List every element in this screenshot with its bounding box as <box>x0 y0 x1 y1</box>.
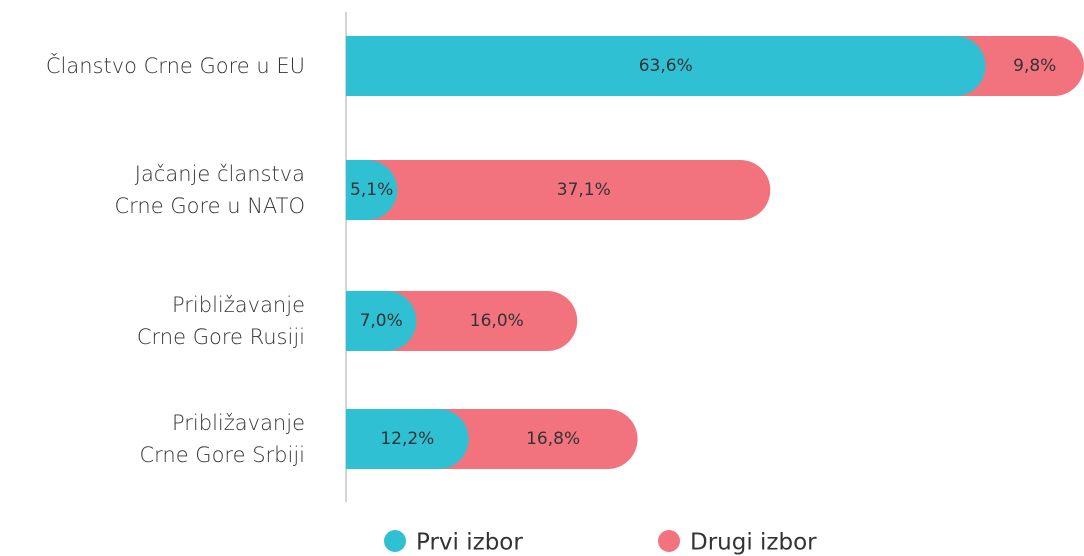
category-label: Približavanje Crne Gore Rusiji <box>136 293 305 349</box>
legend-label: Prvi izbor <box>416 530 523 556</box>
bar-segment <box>346 409 469 469</box>
bar-segment <box>346 291 417 351</box>
legend-marker <box>384 530 406 552</box>
bar-segment <box>955 36 1084 96</box>
bar-segment <box>346 36 986 97</box>
category-label: Članstvo Crne Gore u EU <box>45 54 305 78</box>
category-label: Približavanje Crne Gore Srbiji <box>139 411 305 467</box>
bar-segment <box>346 160 398 220</box>
value-label: 5,1% <box>350 180 393 200</box>
value-label: 9,8% <box>1013 56 1056 76</box>
value-label: 63,6% <box>639 56 693 76</box>
value-label: 12,2% <box>380 429 434 449</box>
bar-segment <box>386 291 578 351</box>
value-label: 37,1% <box>557 180 611 200</box>
bar-segment <box>367 160 771 220</box>
category-label: Jačanje članstva Crne Gore u NATO <box>114 162 305 218</box>
value-label: 7,0% <box>360 311 403 331</box>
value-label: 16,0% <box>470 311 524 331</box>
legend-label: Drugi izbor <box>690 530 817 556</box>
legend-marker <box>658 530 680 552</box>
value-label: 16,8% <box>526 429 580 449</box>
bar-segment <box>438 409 638 469</box>
